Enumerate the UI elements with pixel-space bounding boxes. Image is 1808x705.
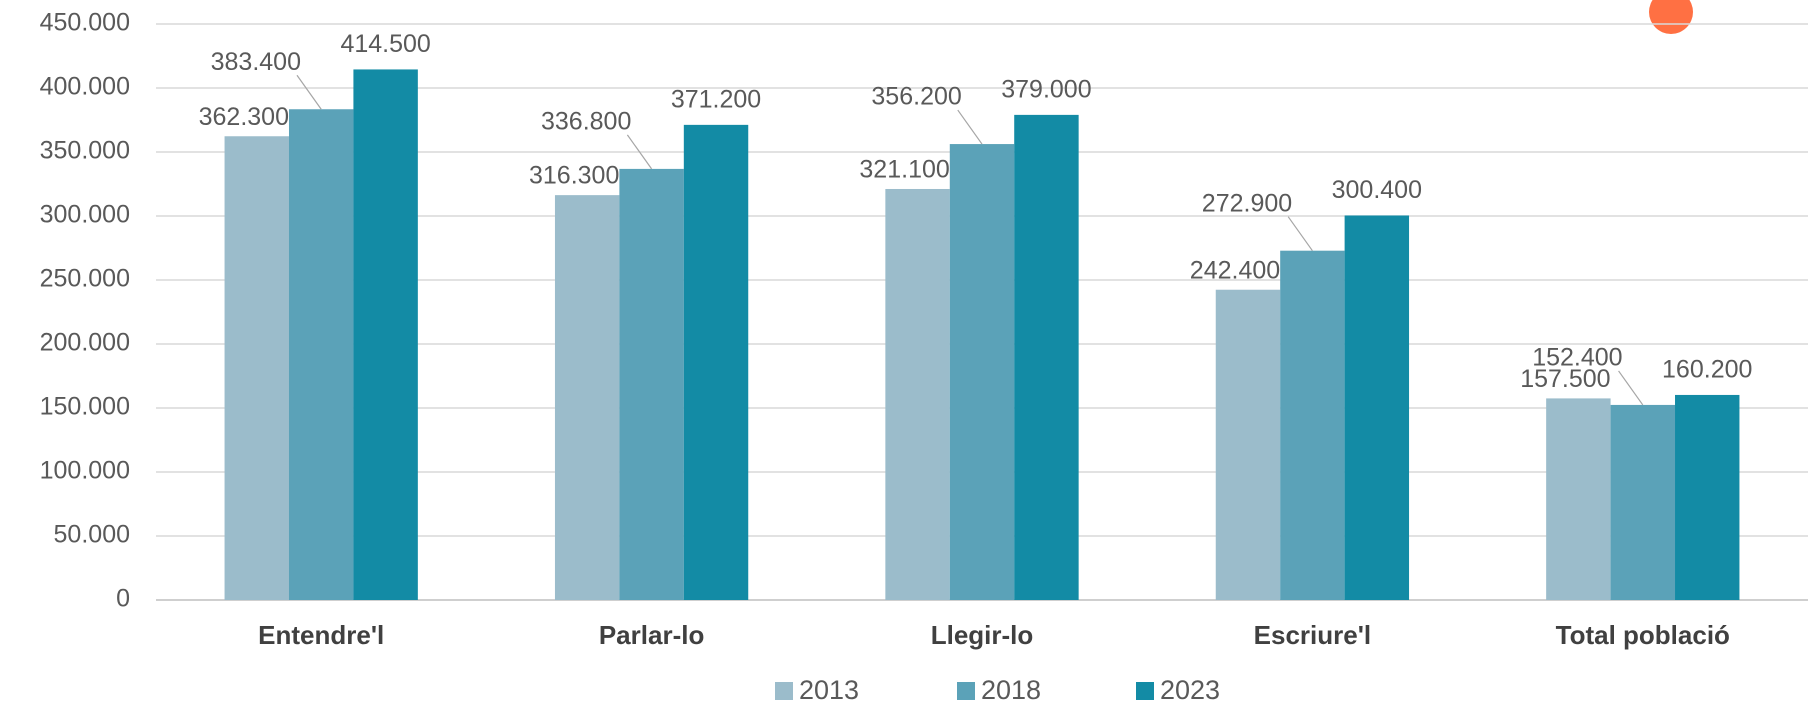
data-label: 336.800 <box>541 108 631 136</box>
data-label: 362.300 <box>199 103 289 131</box>
y-tick-label: 350.000 <box>40 137 130 165</box>
data-label: 356.200 <box>871 83 961 111</box>
legend-swatch <box>957 682 975 700</box>
bar <box>683 124 749 600</box>
data-label: 383.400 <box>211 48 301 76</box>
bar <box>619 168 684 600</box>
bar <box>1014 114 1079 600</box>
y-tick-label: 300.000 <box>40 201 130 229</box>
bar <box>1215 289 1281 600</box>
y-tick-label: 50.000 <box>54 521 130 549</box>
data-label: 152.400 <box>1532 344 1622 372</box>
data-label: 272.900 <box>1202 189 1292 217</box>
leader-line <box>296 74 322 110</box>
decoration <box>1649 0 1693 34</box>
bar <box>1344 215 1410 600</box>
legend-label: 2013 <box>799 675 859 705</box>
x-tick-label: Entendre'l <box>258 620 384 650</box>
legend-label: 2023 <box>1160 675 1220 705</box>
legend-label: 2018 <box>981 675 1041 705</box>
x-tick-label: Llegir-lo <box>931 620 1034 650</box>
bar <box>885 188 950 600</box>
legend-swatch <box>1136 682 1154 700</box>
bar <box>353 69 418 600</box>
y-tick-label: 0 <box>116 585 130 613</box>
leader-line <box>626 134 653 170</box>
data-label: 160.200 <box>1662 356 1752 384</box>
data-label: 379.000 <box>1001 75 1091 103</box>
leader-line <box>1618 370 1644 406</box>
leader-line <box>957 109 983 145</box>
y-tick-label: 250.000 <box>40 265 130 293</box>
x-tick-label: Escriure'l <box>1254 620 1371 650</box>
y-tick-label: 400.000 <box>40 73 130 101</box>
x-tick-label: Parlar-lo <box>599 620 705 650</box>
bar <box>224 136 289 601</box>
bar <box>554 195 620 601</box>
data-label: 414.500 <box>340 30 430 58</box>
data-label: 157.500 <box>1520 365 1610 393</box>
data-label: 242.400 <box>1190 256 1280 284</box>
x-tick-label: Total població <box>1556 620 1730 650</box>
data-label: 371.200 <box>671 85 761 113</box>
data-label: 321.100 <box>859 156 949 184</box>
legend-swatch <box>775 682 793 700</box>
bar <box>1610 404 1676 600</box>
y-tick-label: 150.000 <box>40 393 130 421</box>
data-label: 316.300 <box>529 162 619 190</box>
bar <box>949 144 1015 600</box>
y-tick-label: 200.000 <box>40 329 130 357</box>
bar <box>288 109 354 601</box>
bar <box>1675 394 1740 600</box>
data-label: 300.400 <box>1332 176 1422 204</box>
leader-line <box>1287 216 1313 252</box>
y-tick-label: 450.000 <box>40 9 130 37</box>
y-tick-label: 100.000 <box>40 457 130 485</box>
bar <box>1546 398 1611 600</box>
bar <box>1280 250 1345 601</box>
